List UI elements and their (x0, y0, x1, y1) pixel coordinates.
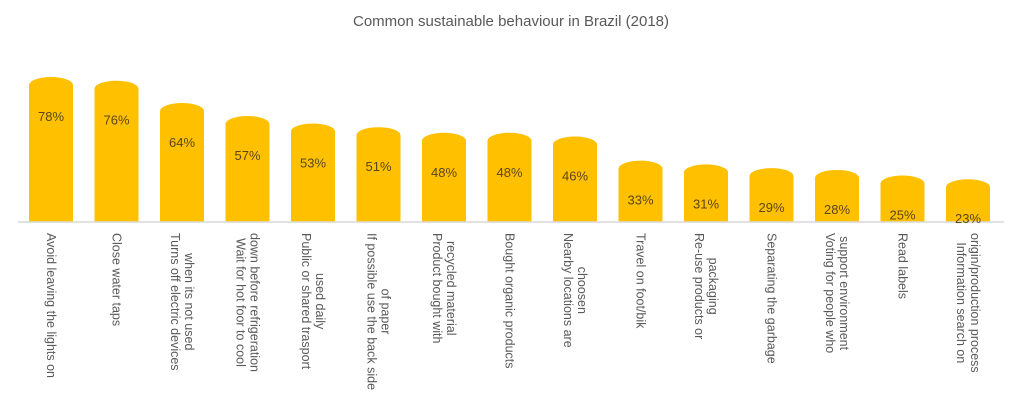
category-label: Product bought withrecycled material (430, 233, 458, 344)
svg-text:Close water taps: Close water taps (110, 233, 124, 326)
data-label: 23% (955, 211, 981, 226)
category-label-line: down before refrigeration (248, 233, 262, 372)
svg-text:Read labels: Read labels (896, 233, 910, 299)
category-label-line: Avoid leaving the lights on (44, 233, 58, 378)
category-labels-group: Avoid leaving the lights on Close water t… (44, 233, 982, 390)
svg-text:Nearby locations arechoosen: Nearby locations arechoosen (561, 233, 589, 348)
category-label-line: Product bought with (430, 233, 444, 344)
category-label-line: If possible use the back side (365, 233, 379, 390)
bar (684, 164, 728, 222)
category-label-line: Travel on foot/bik (634, 233, 648, 329)
category-label-line: Bought organic products (503, 233, 517, 369)
data-label: 53% (300, 155, 326, 170)
category-label: Travel on foot/bik (634, 233, 648, 329)
category-label-line: Read labels (896, 233, 910, 299)
svg-text:Separating the garbage: Separating the garbage (765, 233, 779, 364)
category-label-line: Wait for hot foor to cool (234, 238, 248, 367)
svg-text:Wait for hot foor to cooldown: Wait for hot foor to cooldown before ref… (234, 233, 262, 372)
category-label: Nearby locations arechoosen (561, 233, 589, 348)
data-label: 48% (496, 165, 522, 180)
svg-text:Travel on foot/bik: Travel on foot/bik (634, 233, 648, 329)
svg-text:Turns off electric deviceswhen: Turns off electric deviceswhen its not u… (168, 233, 196, 371)
category-label-line: Information search on (954, 242, 968, 363)
svg-text:Bought organic products: Bought organic products (503, 233, 517, 369)
svg-text:Avoid leaving the lights on: Avoid leaving the lights on (44, 233, 58, 378)
svg-text:Re-use products orpackaging: Re-use products orpackaging (692, 233, 720, 339)
data-label: 57% (234, 148, 260, 163)
bar (815, 169, 859, 222)
bar (94, 80, 139, 222)
category-label-line: Nearby locations are (561, 233, 575, 348)
category-label-line: support environment (837, 236, 851, 350)
bar (356, 127, 401, 222)
category-label-line: Close water taps (110, 233, 124, 326)
category-label-line: used daily (313, 273, 327, 330)
data-label: 76% (103, 113, 129, 128)
data-labels-group: 78% 76% 64% 57% 53% 51% 48% 48% 46% 33% 31% 29% 28% 2… (38, 109, 981, 226)
category-label-line: Separating the garbage (765, 233, 779, 364)
data-label: 28% (824, 202, 850, 217)
data-label: 78% (38, 109, 64, 124)
data-label: 46% (562, 168, 588, 183)
svg-text:Public or shared trasportused: Public or shared trasportused daily (299, 233, 327, 370)
category-label: Close water taps (110, 233, 124, 326)
category-label-line: origin/production process (968, 233, 982, 373)
category-label-line: when its not used (182, 252, 196, 350)
category-label-line: of paper (379, 289, 393, 335)
bar (422, 132, 466, 222)
category-label: Bought organic products (503, 233, 517, 369)
bar (946, 179, 990, 222)
data-label: 48% (431, 165, 457, 180)
bar (225, 116, 270, 222)
bar (618, 160, 663, 222)
category-label: Voting for people whosupport environment (823, 233, 851, 353)
category-label-line: packaging (706, 258, 720, 315)
data-label: 33% (627, 193, 653, 208)
svg-text:Information search onorigin/pr: Information search onorigin/production p… (954, 233, 982, 373)
data-label: 25% (889, 208, 915, 223)
category-label-line: Turns off electric devices (168, 233, 182, 371)
category-label: Read labels (896, 233, 910, 299)
category-label: If possible use the back sideof paper (365, 233, 393, 390)
category-label: Wait for hot foor to cooldown before ref… (234, 233, 262, 372)
bar (160, 103, 204, 222)
data-label: 29% (758, 200, 784, 215)
category-label: Public or shared trasportused daily (299, 233, 327, 370)
category-label-line: Public or shared trasport (299, 233, 313, 370)
category-label-line: recycled material (444, 241, 458, 335)
bar (487, 132, 532, 222)
category-label-line: Re-use products or (692, 233, 706, 339)
bar (749, 168, 794, 222)
bars-group (29, 77, 990, 222)
bar (29, 77, 73, 222)
bar (553, 136, 597, 222)
svg-text:If possible use the back sideo: If possible use the back sideof paper (365, 233, 393, 390)
data-label: 64% (169, 135, 195, 150)
data-label: 31% (693, 196, 719, 211)
bar (880, 175, 925, 222)
data-label: 51% (365, 159, 391, 174)
category-label: Information search onorigin/production p… (954, 233, 982, 373)
category-label: Turns off electric deviceswhen its not u… (168, 233, 196, 371)
category-label-line: choosen (575, 267, 589, 314)
svg-text:Product bought withrecycled ma: Product bought withrecycled material (430, 233, 458, 344)
chart-title: Common sustainable behaviour in Brazil (… (353, 13, 669, 30)
category-label: Separating the garbage (765, 233, 779, 364)
svg-text:Voting for people whosupport e: Voting for people whosupport environment (823, 233, 851, 353)
category-label-line: Voting for people who (823, 233, 837, 353)
category-label: Avoid leaving the lights on (44, 233, 58, 378)
bar (291, 123, 335, 222)
category-label: Re-use products orpackaging (692, 233, 720, 339)
